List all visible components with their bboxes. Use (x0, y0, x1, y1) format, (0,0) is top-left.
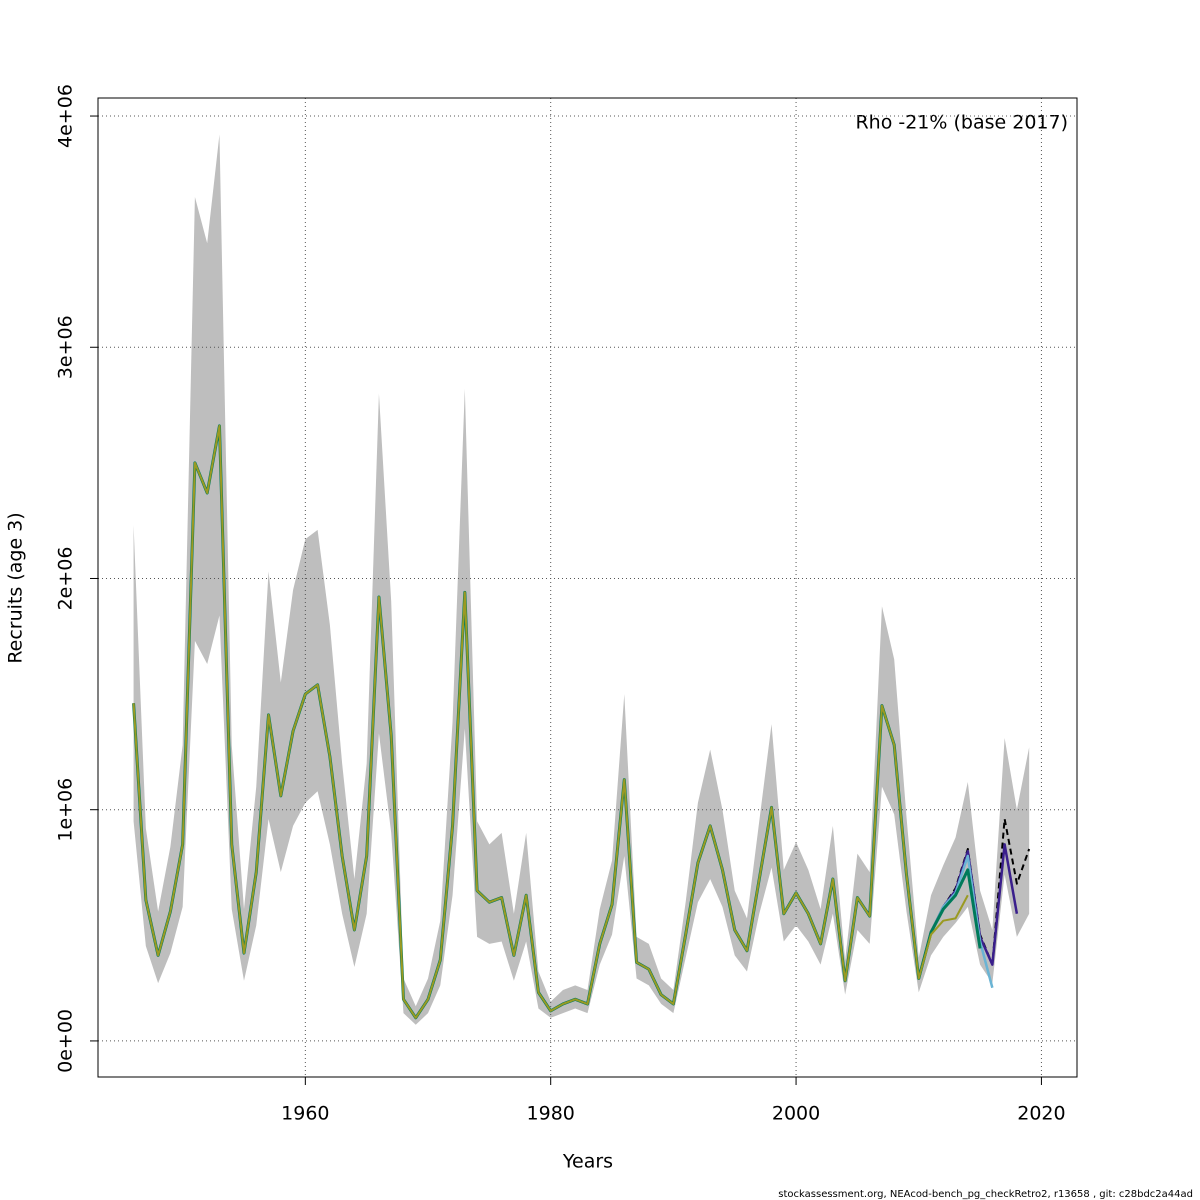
plot-frame (97, 97, 1078, 1078)
y-axis-title: Recruits (age 3) (5, 512, 27, 663)
y-tick-label: 3e+06 (55, 315, 77, 379)
y-tick-label: 0e+00 (55, 1009, 77, 1073)
x-axis-title: Years (562, 1151, 613, 1173)
x-tick-label: 1960 (281, 1103, 329, 1125)
y-tick-label: 2e+06 (55, 547, 77, 611)
x-tick-label: 2020 (1017, 1103, 1065, 1125)
confidence-band (133, 134, 1030, 1025)
footer: stockassessment.org, NEAcod-bench_pg_che… (778, 1189, 1193, 1200)
x-tick-label: 1980 (527, 1103, 575, 1125)
y-tick-label: 4e+06 (55, 84, 77, 148)
annotation: Rho -21% (base 2017) (855, 112, 1068, 134)
y-tick-label: 1e+06 (55, 778, 77, 842)
x-tick-label: 2000 (772, 1103, 820, 1125)
series-line (132, 424, 969, 1019)
